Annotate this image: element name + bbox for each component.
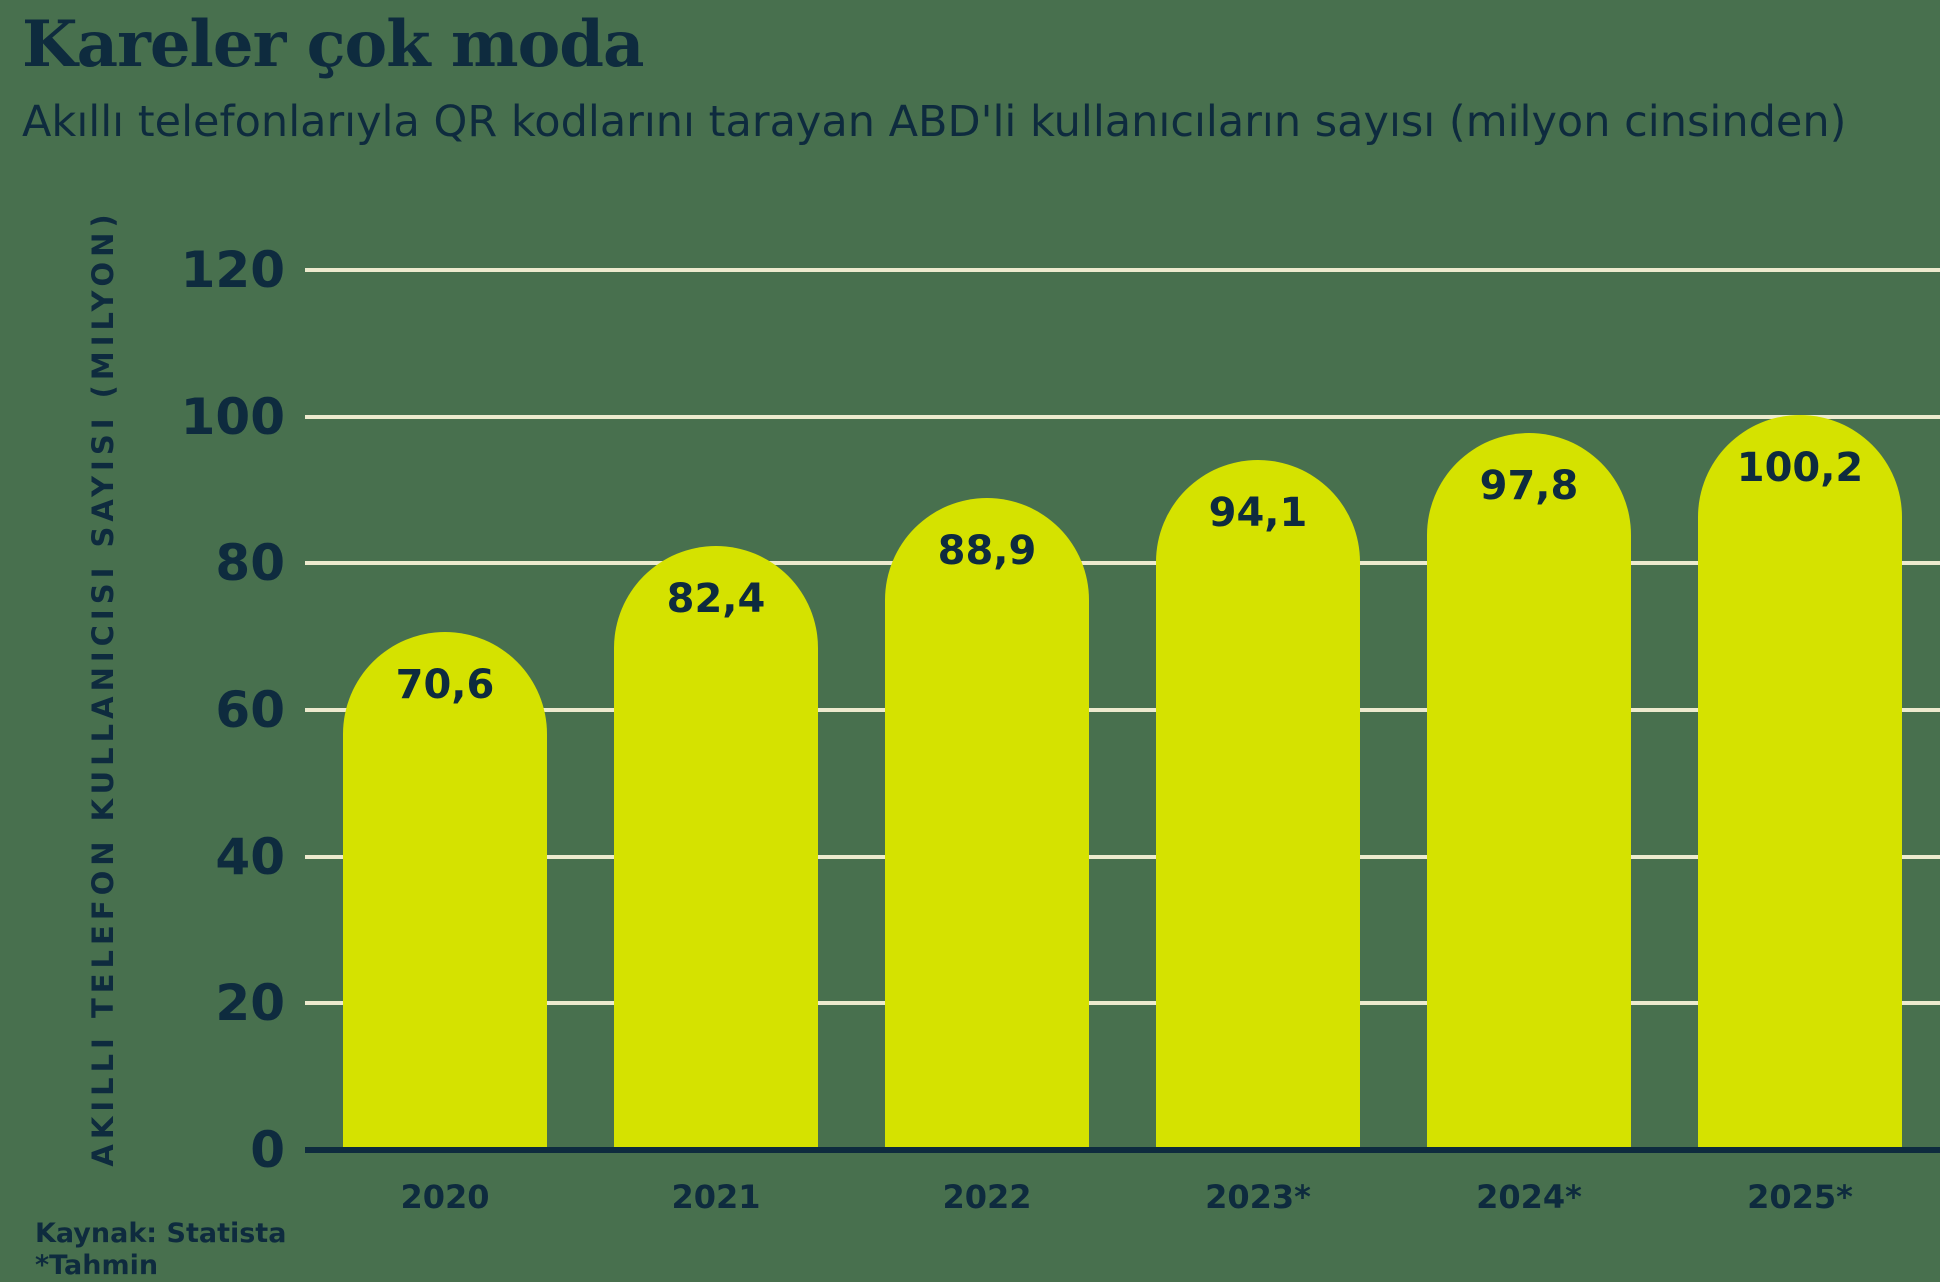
y-tick-label-100: 100 — [180, 388, 285, 446]
gridline-100 — [305, 415, 1940, 419]
bar-2021: 82,4 — [614, 546, 818, 1148]
bar-2024*: 97,8 — [1427, 433, 1631, 1148]
y-tick-label-120: 120 — [180, 241, 285, 299]
bar-2025*: 100,2 — [1698, 415, 1902, 1148]
bar-value-label: 100,2 — [1736, 445, 1864, 491]
x-axis-label-2022: 2022 — [942, 1178, 1032, 1216]
bar-value-label: 97,8 — [1479, 463, 1579, 509]
x-axis-label-2021: 2021 — [671, 1178, 761, 1216]
bar-2023*: 94,1 — [1156, 460, 1360, 1148]
y-tick-label-60: 60 — [215, 681, 285, 739]
gridline-60 — [305, 708, 1940, 712]
bar-value-label: 88,9 — [937, 528, 1037, 574]
x-axis-label-2025: 2025* — [1747, 1178, 1853, 1216]
gridline-120 — [305, 268, 1940, 272]
chart-subtitle: Akıllı telefonlarıyla QR kodlarını taray… — [22, 97, 1847, 147]
gridline-80 — [305, 561, 1940, 565]
x-axis-line — [305, 1147, 1940, 1153]
source-note: Kaynak: Statista — [35, 1218, 287, 1249]
y-tick-label-80: 80 — [215, 534, 285, 592]
y-tick-label-40: 40 — [215, 828, 285, 886]
x-axis-label-2023: 2023* — [1205, 1178, 1311, 1216]
bar-2022: 88,9 — [885, 498, 1089, 1148]
gridline-20 — [305, 1001, 1940, 1005]
x-axis-label-2020: 2020 — [400, 1178, 490, 1216]
y-tick-label-0: 0 — [250, 1121, 285, 1179]
chart-title: Kareler çok moda — [22, 7, 644, 82]
bar-value-label: 70,6 — [395, 662, 495, 708]
x-axis-label-2024: 2024* — [1476, 1178, 1582, 1216]
y-tick-label-20: 20 — [215, 974, 285, 1032]
gridline-40 — [305, 855, 1940, 859]
bar-value-label: 94,1 — [1208, 490, 1308, 536]
footnote: *Tahmin — [35, 1250, 159, 1281]
bar-2020: 70,6 — [343, 632, 547, 1148]
bar-value-label: 82,4 — [666, 576, 766, 622]
